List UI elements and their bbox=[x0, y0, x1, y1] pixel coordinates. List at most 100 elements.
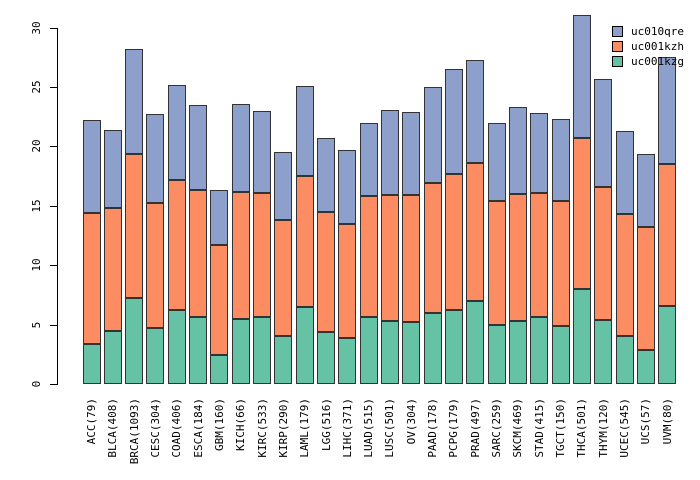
bar-segment-uc010qre bbox=[210, 190, 229, 246]
bar-segment-uc001kzh bbox=[551, 201, 570, 326]
bar-segment-uc001kzg bbox=[466, 300, 485, 384]
bar-segment-uc010qre bbox=[444, 69, 463, 174]
bar-segment-uc010qre bbox=[402, 112, 421, 196]
bar-segment-uc001kzg bbox=[444, 310, 463, 384]
x-axis-label: TGCT(150) bbox=[554, 398, 568, 458]
bar-segment-uc010qre bbox=[189, 104, 208, 191]
bar-segment-uc001kzh bbox=[615, 214, 634, 337]
bar-segment-uc010qre bbox=[658, 57, 677, 165]
bar-segment-uc010qre bbox=[167, 84, 186, 180]
y-axis-tick bbox=[50, 324, 57, 326]
legend-swatch-uc010qre bbox=[612, 26, 623, 37]
legend-label: uc001kzh bbox=[631, 40, 684, 53]
bar-segment-uc001kzg bbox=[380, 321, 399, 384]
bar-segment-uc010qre bbox=[274, 152, 293, 221]
bar-segment-uc010qre bbox=[551, 119, 570, 202]
bar-segment-uc001kzg bbox=[189, 317, 208, 384]
x-axis-label: STAD(415) bbox=[532, 398, 546, 458]
legend-item: uc001kzh bbox=[612, 39, 684, 54]
x-axis-label: OV(304) bbox=[404, 398, 418, 445]
bar-segment-uc001kzh bbox=[317, 211, 336, 332]
bar-segment-uc001kzh bbox=[82, 212, 101, 344]
bar-segment-uc001kzh bbox=[402, 195, 421, 323]
bar-segment-uc001kzg bbox=[572, 288, 591, 384]
x-axis-label: BLCA(408) bbox=[106, 398, 120, 458]
bar-segment-uc001kzh bbox=[444, 173, 463, 311]
bar-segment-uc001kzg bbox=[167, 310, 186, 384]
bar-segment-uc001kzg bbox=[146, 328, 165, 384]
bar-segment-uc010qre bbox=[338, 150, 357, 224]
x-axis-label: UVM(80) bbox=[660, 398, 674, 445]
bar-segment-uc010qre bbox=[253, 110, 272, 193]
bar-segment-uc010qre bbox=[615, 131, 634, 215]
bar-segment-uc001kzh bbox=[658, 164, 677, 306]
bar-segment-uc001kzh bbox=[295, 176, 314, 307]
bar-segment-uc010qre bbox=[636, 153, 655, 228]
x-axis-label: PRAD(497) bbox=[468, 398, 482, 458]
bar-segment-uc001kzh bbox=[380, 195, 399, 322]
legend-label: uc010qre bbox=[631, 25, 684, 38]
legend-swatch-uc001kzg bbox=[612, 56, 623, 67]
y-axis-tick bbox=[50, 87, 57, 89]
x-axis-label: COAD(406) bbox=[170, 398, 184, 458]
bar-segment-uc010qre bbox=[146, 114, 165, 204]
x-axis-label: LGG(516) bbox=[319, 398, 333, 451]
x-axis-label: BRCA(1093) bbox=[127, 398, 141, 465]
bar-segment-uc010qre bbox=[487, 122, 506, 202]
bar-segment-uc001kzh bbox=[594, 186, 613, 320]
y-axis-tick bbox=[50, 384, 57, 385]
bar-segment-uc001kzh bbox=[210, 245, 229, 356]
x-axis-label: KIRP(290) bbox=[276, 398, 290, 458]
bar-segment-uc010qre bbox=[103, 129, 122, 209]
bar-segment-uc001kzg bbox=[594, 319, 613, 384]
bar-segment-uc001kzh bbox=[636, 227, 655, 350]
x-axis-label: THYM(120) bbox=[596, 398, 610, 458]
x-axis-label: LAML(179) bbox=[298, 398, 312, 458]
y-axis-tick-label: 15 bbox=[30, 199, 43, 213]
bar-segment-uc001kzg bbox=[508, 321, 527, 384]
bar-segment-uc001kzh bbox=[572, 138, 591, 289]
legend-item: uc010qre bbox=[612, 24, 684, 39]
bar-segment-uc001kzg bbox=[487, 324, 506, 384]
y-axis-tick-label: 20 bbox=[30, 139, 43, 154]
bar-segment-uc001kzg bbox=[423, 312, 442, 384]
bar-segment-uc010qre bbox=[359, 122, 378, 197]
y-axis-tick bbox=[50, 146, 57, 148]
bar-segment-uc001kzg bbox=[231, 318, 250, 384]
bar-segment-uc001kzg bbox=[530, 317, 549, 384]
bar-segment-uc001kzh bbox=[231, 191, 250, 319]
bar-segment-uc001kzg bbox=[274, 336, 293, 384]
bar-segment-uc001kzg bbox=[317, 331, 336, 384]
y-axis-tick-label: 5 bbox=[30, 321, 43, 328]
y-axis-tick bbox=[50, 265, 57, 267]
bar-segment-uc001kzh bbox=[487, 201, 506, 325]
bar-segment-uc001kzh bbox=[423, 183, 442, 313]
bar-segment-uc010qre bbox=[125, 49, 144, 154]
y-axis-tick-label: 0 bbox=[30, 380, 43, 388]
x-axis-label: SARC(259) bbox=[490, 398, 504, 458]
bar-segment-uc010qre bbox=[508, 107, 527, 194]
bar-segment-uc001kzh bbox=[338, 223, 357, 338]
bar-segment-uc001kzg bbox=[551, 325, 570, 384]
x-axis-label: LUAD(515) bbox=[362, 398, 376, 458]
bar-segment-uc010qre bbox=[82, 120, 101, 213]
bar-segment-uc001kzg bbox=[125, 298, 144, 384]
bar-segment-uc001kzg bbox=[82, 343, 101, 384]
bar-segment-uc001kzg bbox=[210, 355, 229, 384]
bar-segment-uc001kzh bbox=[359, 196, 378, 318]
x-axis-label: CESC(304) bbox=[148, 398, 162, 458]
legend: uc010qre uc001kzh uc001kzg bbox=[612, 24, 684, 69]
bar-segment-uc010qre bbox=[530, 113, 549, 193]
x-axis-label: PAAD(178) bbox=[426, 398, 440, 458]
bar-segment-uc001kzg bbox=[253, 317, 272, 384]
x-axis-label: PCPG(179) bbox=[447, 398, 461, 458]
bar-segment-uc010qre bbox=[380, 109, 399, 196]
legend-item: uc001kzg bbox=[612, 54, 684, 69]
bar-segment-uc001kzg bbox=[402, 322, 421, 384]
bar-segment-uc001kzh bbox=[466, 163, 485, 301]
bar-segment-uc001kzg bbox=[636, 349, 655, 384]
bar-segment-uc001kzg bbox=[615, 336, 634, 384]
legend-swatch-uc001kzh bbox=[612, 41, 623, 52]
x-axis-label: ESCA(184) bbox=[191, 398, 205, 458]
bar-segment-uc010qre bbox=[295, 85, 314, 177]
